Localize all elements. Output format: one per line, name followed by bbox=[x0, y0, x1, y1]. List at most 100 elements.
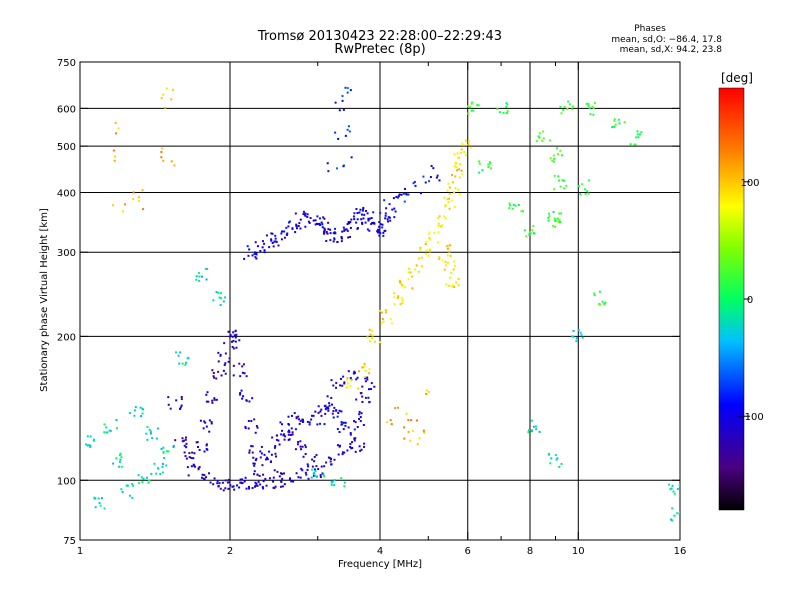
scatter-point bbox=[561, 179, 564, 182]
scatter-point bbox=[541, 139, 544, 142]
scatter-point bbox=[349, 432, 352, 435]
scatter-point bbox=[322, 231, 325, 234]
scatter-point bbox=[273, 240, 276, 243]
scatter-point bbox=[128, 494, 131, 497]
scatter-point bbox=[360, 391, 363, 394]
scatter-point bbox=[332, 240, 335, 243]
scatter-point bbox=[559, 149, 562, 152]
scatter-point bbox=[190, 465, 193, 468]
scatter-point bbox=[238, 486, 241, 489]
scatter-point bbox=[443, 215, 446, 218]
scatter-point bbox=[383, 230, 386, 233]
scatter-point bbox=[248, 449, 251, 452]
scatter-point bbox=[161, 462, 164, 465]
scatter-point bbox=[307, 477, 310, 480]
scatter-point bbox=[250, 445, 253, 448]
scatter-point bbox=[547, 452, 550, 455]
scatter-point bbox=[245, 399, 248, 402]
scatter-point bbox=[217, 360, 220, 363]
scatter-point bbox=[678, 484, 680, 487]
scatter-point bbox=[117, 127, 120, 130]
scatter-point bbox=[184, 436, 187, 439]
scatter-point bbox=[302, 213, 305, 216]
scatter-point bbox=[353, 371, 356, 374]
scatter-point bbox=[125, 484, 128, 487]
scatter-point bbox=[353, 420, 356, 423]
scatter-point bbox=[296, 227, 299, 230]
scatter-point bbox=[279, 485, 282, 488]
scatter-point bbox=[298, 222, 301, 225]
scatter-point bbox=[283, 433, 286, 436]
scatter-point bbox=[337, 453, 340, 456]
scatter-point bbox=[208, 472, 211, 475]
scatter-point bbox=[437, 224, 440, 227]
scatter-point bbox=[407, 278, 410, 281]
scatter-point bbox=[415, 419, 418, 422]
scatter-point bbox=[97, 497, 100, 500]
scatter-point bbox=[553, 218, 556, 221]
scatter-point bbox=[275, 438, 278, 441]
scatter-point bbox=[89, 435, 92, 438]
scatter-point bbox=[325, 231, 328, 234]
scatter-point bbox=[346, 382, 349, 385]
scatter-point bbox=[396, 196, 399, 199]
scatter-point bbox=[403, 426, 406, 429]
scatter-point bbox=[209, 481, 212, 484]
scatter-point bbox=[349, 442, 352, 445]
scatter-point bbox=[579, 193, 582, 196]
scatter-point bbox=[502, 111, 505, 114]
scatter-point bbox=[577, 329, 580, 332]
scatter-point bbox=[329, 228, 332, 231]
scatter-point bbox=[350, 156, 353, 159]
scatter-point bbox=[349, 89, 352, 92]
scatter-point bbox=[304, 225, 307, 228]
scatter-point bbox=[552, 160, 555, 163]
scatter-point bbox=[147, 481, 150, 484]
scatter-point bbox=[89, 444, 92, 447]
scatter-point bbox=[297, 225, 300, 228]
scatter-point bbox=[344, 228, 347, 231]
scatter-point bbox=[252, 462, 255, 465]
colorbar-tick-label: 100 bbox=[740, 178, 759, 189]
scatter-point bbox=[142, 477, 145, 480]
scatter-point bbox=[553, 217, 556, 220]
scatter-point bbox=[272, 480, 275, 483]
y-tick-label: 500 bbox=[57, 142, 76, 153]
scatter-point bbox=[329, 460, 332, 463]
scatter-point bbox=[162, 446, 165, 449]
scatter-point bbox=[578, 185, 581, 188]
scatter-point bbox=[385, 207, 388, 210]
scatter-point bbox=[512, 203, 515, 206]
scatter-point bbox=[283, 472, 286, 475]
scatter-point bbox=[294, 231, 297, 234]
scatter-point bbox=[223, 363, 226, 366]
scatter-point bbox=[467, 143, 470, 146]
scatter-point bbox=[349, 433, 352, 436]
scatter-point bbox=[448, 284, 451, 287]
scatter-point bbox=[340, 477, 343, 480]
scatter-point bbox=[437, 217, 440, 220]
scatter-point bbox=[271, 436, 274, 439]
scatter-point bbox=[142, 408, 145, 411]
scatter-point bbox=[291, 431, 294, 434]
scatter-point bbox=[382, 234, 385, 237]
scatter-point bbox=[259, 456, 262, 459]
y-axis-ticks: 75 100 200 300 400 500 600 750 bbox=[57, 58, 680, 547]
scatter-point bbox=[313, 460, 316, 463]
scatter-point bbox=[358, 410, 361, 413]
scatter-point bbox=[407, 193, 410, 196]
scatter-point bbox=[167, 403, 170, 406]
scatter-point bbox=[448, 197, 451, 200]
scatter-point bbox=[217, 370, 220, 373]
scatter-point bbox=[315, 454, 318, 457]
scatter-point bbox=[415, 264, 418, 267]
scatter-point bbox=[244, 427, 247, 430]
scatter-point bbox=[332, 410, 335, 413]
scatter-point bbox=[364, 380, 367, 383]
scatter-point bbox=[353, 218, 356, 221]
scatter-point bbox=[333, 479, 336, 482]
scatter-point bbox=[304, 444, 307, 447]
scatter-point bbox=[454, 187, 457, 190]
scatter-point bbox=[356, 218, 359, 221]
scatter-point bbox=[211, 399, 214, 402]
